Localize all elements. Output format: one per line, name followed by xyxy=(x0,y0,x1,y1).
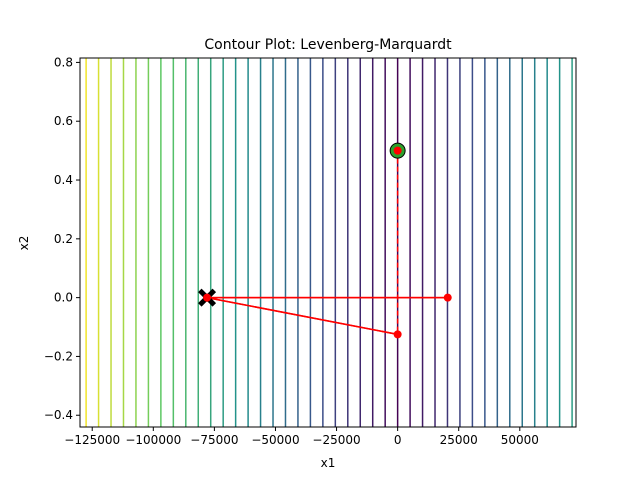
y-tick-label: −0.4 xyxy=(44,408,73,422)
path-point xyxy=(443,293,452,302)
start-marker-dot xyxy=(393,146,402,155)
x-tick-label: −75000 xyxy=(190,433,238,447)
end-marker-dot xyxy=(203,293,212,302)
y-axis-ticks: −0.4 −0.2 0.0 0.2 0.4 0.6 0.8 xyxy=(44,55,80,422)
y-tick-label: −0.2 xyxy=(44,349,73,363)
x-tick-label: 25000 xyxy=(440,433,478,447)
x-tick-label: −125000 xyxy=(64,433,120,447)
x-tick-label: 0 xyxy=(394,433,402,447)
contour-lines xyxy=(85,58,573,427)
x-tick-label: −50000 xyxy=(251,433,299,447)
y-tick-label: 0.8 xyxy=(54,55,73,69)
y-tick-label: 0.2 xyxy=(54,232,73,246)
path-point xyxy=(393,330,402,339)
axes-frame xyxy=(79,57,577,428)
path-markers xyxy=(198,142,406,307)
x-axis-ticks: −125000 −100000 −75000 −50000 −25000 0 25000 50… xyxy=(64,427,539,447)
x-tick-label: −100000 xyxy=(125,433,181,447)
y-tick-label: 0.6 xyxy=(54,114,73,128)
x-tick-label: 50000 xyxy=(501,433,539,447)
y-axis-label: x2 xyxy=(17,236,31,251)
x-axis-label: x1 xyxy=(321,456,336,470)
plot-area xyxy=(85,58,573,427)
y-tick-label: 0.4 xyxy=(54,173,73,187)
path-segment xyxy=(206,296,398,336)
chart-title: Contour Plot: Levenberg-Marquardt xyxy=(204,37,452,53)
x-tick-label: −25000 xyxy=(312,433,360,447)
y-tick-label: 0.0 xyxy=(54,291,73,305)
